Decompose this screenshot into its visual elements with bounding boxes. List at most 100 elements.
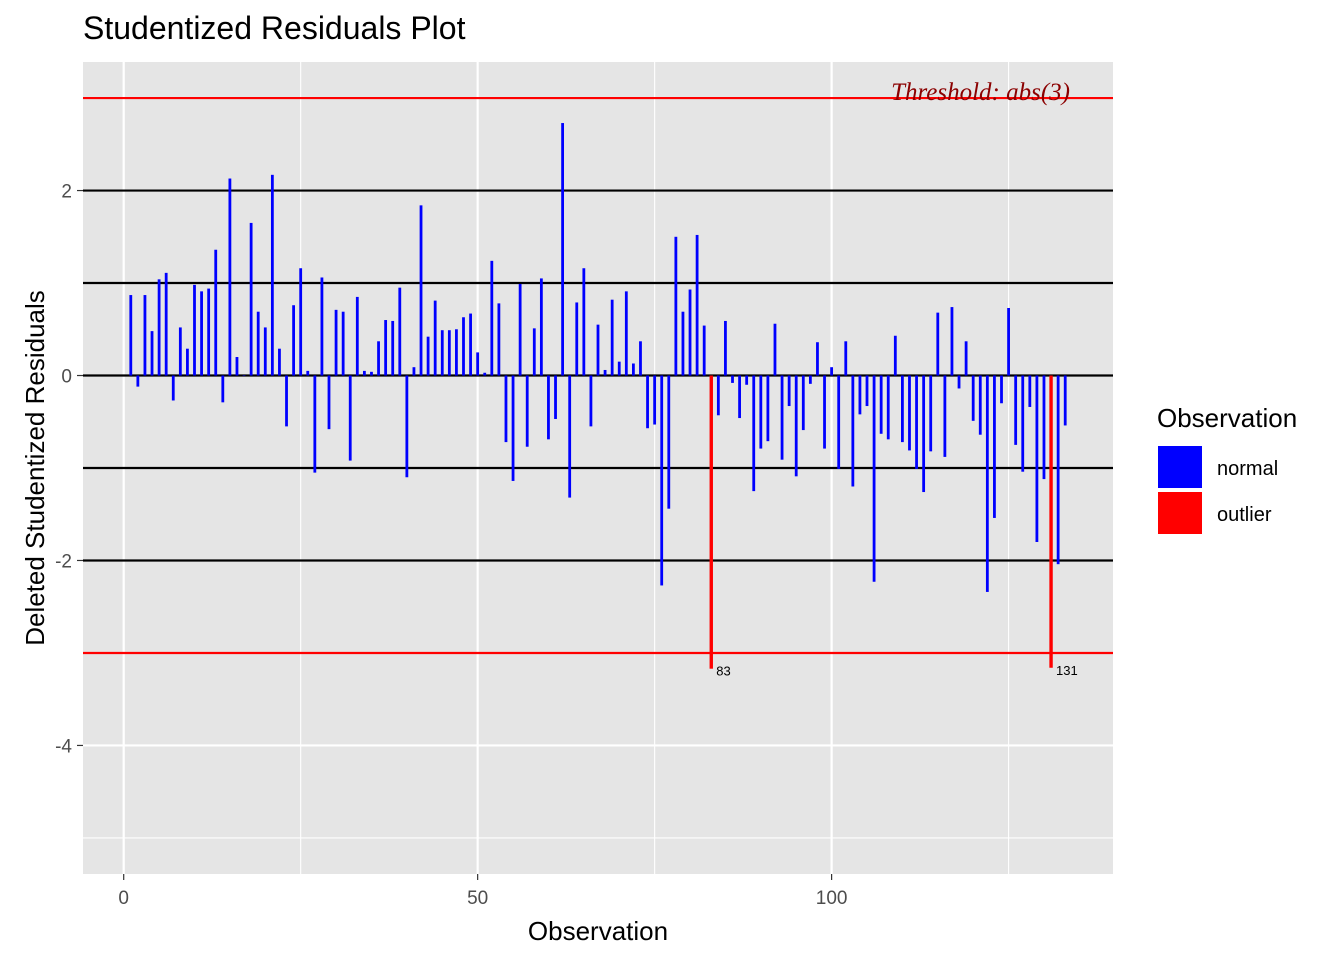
residual-bar bbox=[193, 284, 196, 376]
outlier-labels: 83 131 bbox=[716, 663, 1077, 679]
residual-bar bbox=[377, 341, 380, 376]
residual-bar bbox=[695, 234, 699, 376]
residual-bar bbox=[341, 311, 345, 376]
x-axis: 0 50 100 bbox=[118, 874, 847, 909]
residual-bar bbox=[299, 268, 303, 376]
residual-bar bbox=[405, 375, 409, 478]
residual-bar bbox=[348, 375, 352, 461]
residual-bar bbox=[653, 375, 657, 425]
residual-bar bbox=[270, 174, 274, 376]
residual-bar bbox=[610, 299, 614, 376]
residual-bar bbox=[469, 313, 472, 376]
residual-bar bbox=[936, 312, 940, 376]
residual-bar bbox=[752, 375, 756, 492]
residual-bar bbox=[738, 375, 741, 419]
residual-bar bbox=[313, 375, 317, 473]
residual-bar bbox=[872, 375, 876, 582]
legend: Observation normal outlier bbox=[1157, 403, 1297, 534]
residual-bar bbox=[724, 320, 727, 376]
x-axis-title: Observation bbox=[528, 916, 668, 946]
residual-bar bbox=[235, 357, 239, 376]
residual-bar bbox=[278, 348, 281, 376]
residual-bar bbox=[702, 325, 706, 376]
residual-bar bbox=[823, 375, 826, 449]
residual-bar bbox=[504, 375, 508, 443]
residual-bar bbox=[865, 375, 869, 407]
residual-bar bbox=[929, 375, 933, 452]
residual-bar bbox=[164, 272, 168, 376]
residual-bar bbox=[731, 375, 734, 383]
residual-bar bbox=[1028, 375, 1032, 407]
residual-bar bbox=[1063, 375, 1067, 426]
residual-bar bbox=[490, 260, 494, 376]
residual-bar bbox=[136, 375, 140, 387]
residual-bar bbox=[483, 372, 487, 376]
residual-bar bbox=[681, 311, 685, 376]
legend-label-normal: normal bbox=[1217, 458, 1278, 480]
residual-bar bbox=[433, 300, 437, 376]
residual-bar bbox=[858, 375, 862, 415]
legend-title: Observation bbox=[1157, 403, 1297, 433]
residual-bar bbox=[688, 289, 692, 376]
residual-bar bbox=[285, 375, 288, 427]
y-tick-label: 2 bbox=[61, 182, 72, 203]
residual-bar bbox=[589, 375, 593, 427]
residual-bar bbox=[419, 205, 423, 376]
residual-bar bbox=[171, 375, 175, 401]
residual-bar bbox=[532, 328, 536, 376]
residual-bar bbox=[539, 278, 543, 376]
residual-bar bbox=[263, 327, 267, 376]
residual-bar bbox=[631, 363, 635, 376]
residual-bar bbox=[334, 309, 338, 376]
y-tick-label: -4 bbox=[55, 736, 72, 757]
residual-bar bbox=[561, 123, 565, 376]
outlier-label: 131 bbox=[1056, 663, 1078, 678]
residual-bar bbox=[355, 296, 359, 376]
residual-bar bbox=[1042, 375, 1046, 480]
residual-bar bbox=[908, 375, 911, 451]
y-tick-label: -2 bbox=[55, 551, 72, 572]
chart-title: Studentized Residuals Plot bbox=[83, 10, 466, 46]
residual-bar bbox=[617, 361, 621, 376]
residual-bar bbox=[830, 367, 834, 376]
residual-bar bbox=[186, 348, 189, 376]
residual-bar bbox=[511, 375, 515, 481]
residual-bar bbox=[816, 342, 819, 376]
residual-bar bbox=[900, 375, 904, 443]
residual-bar bbox=[362, 370, 366, 376]
residual-bar bbox=[639, 341, 642, 376]
residual-bar bbox=[476, 352, 480, 376]
residual-bar bbox=[801, 375, 805, 431]
residual-bar bbox=[554, 375, 557, 419]
residual-bar bbox=[568, 375, 572, 498]
residual-bar bbox=[985, 375, 989, 592]
residual-bar bbox=[292, 305, 296, 376]
residual-bar bbox=[582, 268, 586, 376]
residual-bar bbox=[844, 341, 848, 376]
residual-bar bbox=[129, 295, 133, 376]
residual-bar bbox=[660, 375, 664, 586]
residual-bar bbox=[426, 336, 430, 376]
outlier-bar bbox=[1049, 375, 1053, 668]
residual-bar bbox=[306, 370, 310, 376]
residual-bar bbox=[221, 375, 225, 403]
residual-bar bbox=[808, 375, 812, 384]
residual-bars bbox=[129, 123, 1067, 669]
residual-bar bbox=[851, 375, 855, 487]
x-tick-label: 50 bbox=[467, 888, 488, 909]
residual-bar bbox=[667, 375, 671, 509]
residual-bar bbox=[978, 375, 982, 435]
residual-bar bbox=[1000, 375, 1003, 404]
residual-bar bbox=[787, 375, 791, 407]
residual-bar bbox=[950, 307, 954, 376]
residual-bar bbox=[879, 375, 883, 434]
x-tick-label: 0 bbox=[118, 888, 129, 909]
y-axis: -4 -2 0 2 bbox=[55, 182, 83, 757]
residual-bar bbox=[178, 327, 182, 376]
residual-bar bbox=[412, 367, 416, 376]
outlier-bar bbox=[709, 375, 713, 669]
residual-bar bbox=[249, 222, 253, 376]
residual-bar bbox=[1056, 375, 1060, 565]
residual-bar bbox=[547, 375, 550, 440]
threshold-lines bbox=[83, 96, 1113, 655]
